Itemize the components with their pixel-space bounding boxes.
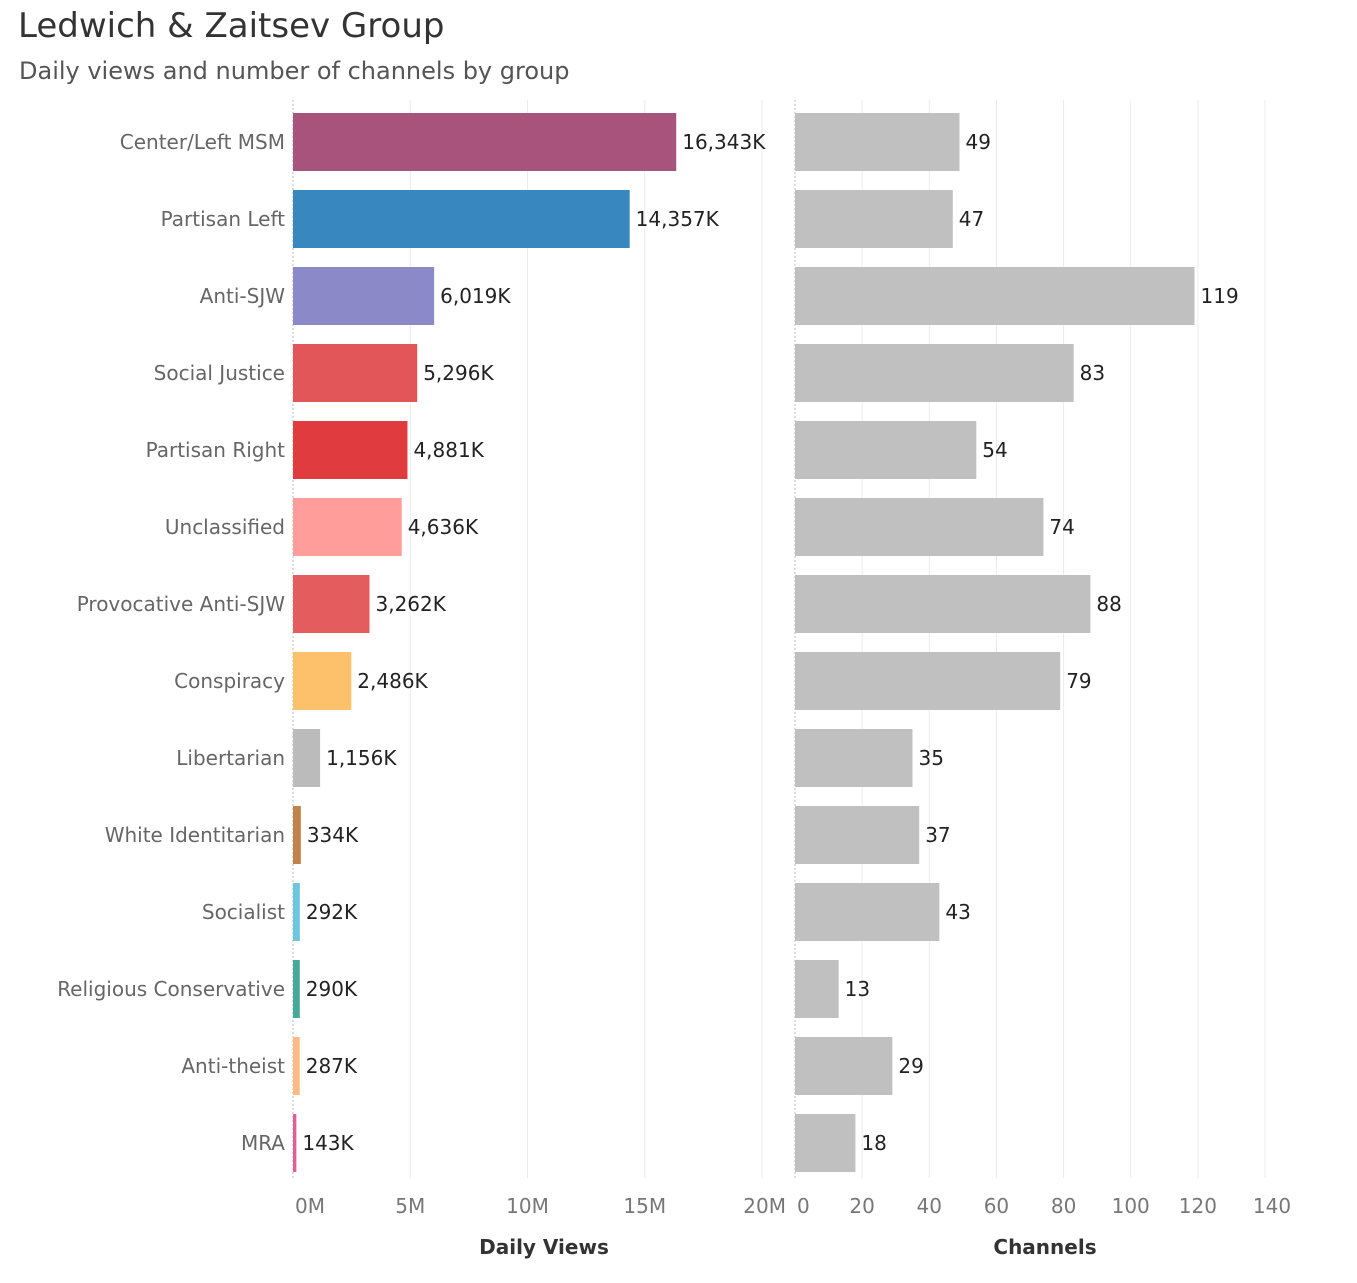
views-value-label: 334K	[307, 823, 359, 847]
views-tick-label: 5M	[395, 1194, 425, 1218]
views-bar	[293, 652, 352, 710]
category-label: Anti-theist	[181, 1054, 285, 1078]
category-label: Partisan Right	[146, 438, 286, 462]
views-tick-label: 20M	[743, 1194, 786, 1218]
views-tick-label: 0M	[295, 1194, 325, 1218]
views-value-label: 290K	[306, 977, 358, 1001]
channels-value-label: 119	[1201, 284, 1239, 308]
channels-tick-label: 80	[1051, 1194, 1076, 1218]
channels-value-label: 47	[959, 207, 984, 231]
views-bar	[293, 344, 418, 402]
channels-value-label: 79	[1066, 669, 1091, 693]
category-label: Socialist	[202, 900, 285, 924]
views-value-label: 6,019K	[440, 284, 511, 308]
category-label: MRA	[241, 1131, 285, 1155]
channels-value-label: 83	[1080, 361, 1105, 385]
channels-bar	[795, 575, 1091, 633]
category-label: Partisan Left	[161, 207, 286, 231]
channels-bar	[795, 1114, 856, 1172]
views-axis-title: Daily Views	[479, 1235, 609, 1259]
views-value-label: 287K	[306, 1054, 358, 1078]
views-value-label: 2,486K	[357, 669, 428, 693]
views-bar	[293, 883, 300, 941]
channels-bar	[795, 421, 977, 479]
channels-value-label: 13	[845, 977, 870, 1001]
labels: 0M 5M 10M 15M 20M 16,343K 14,357K 6,019K 5,296K 4…	[57, 130, 1291, 1218]
channels-axis-title: Channels	[993, 1235, 1096, 1259]
views-bar	[293, 1037, 300, 1095]
category-label: Social Justice	[154, 361, 285, 385]
category-label: Center/Left MSM	[120, 130, 285, 154]
channels-bar	[795, 883, 940, 941]
category-label: Anti-SJW	[200, 284, 286, 308]
channels-tick-label: 20	[849, 1194, 874, 1218]
channels-tick-label: 140	[1253, 1194, 1291, 1218]
channels-value-label: 35	[919, 746, 944, 770]
views-value-label: 4,636K	[408, 515, 479, 539]
channels-bar	[795, 113, 960, 171]
channels-bar	[795, 1037, 893, 1095]
category-label: White Identitarian	[105, 823, 285, 847]
views-bar	[293, 421, 408, 479]
views-value-label: 16,343K	[682, 130, 766, 154]
views-bar	[293, 113, 677, 171]
category-label: Provocative Anti-SJW	[77, 592, 286, 616]
category-label: Libertarian	[176, 746, 285, 770]
channels-bar	[795, 498, 1044, 556]
channels-value-label: 49	[966, 130, 991, 154]
channels-value-label: 74	[1049, 515, 1074, 539]
views-tick-label: 10M	[506, 1194, 549, 1218]
channels-value-label: 29	[898, 1054, 923, 1078]
views-bar	[293, 498, 402, 556]
views-value-label: 5,296K	[423, 361, 494, 385]
category-label: Unclassified	[165, 515, 285, 539]
chart-title: Ledwich & Zaitsev Group	[18, 6, 445, 46]
views-bar	[293, 806, 301, 864]
channels-tick-label: 40	[917, 1194, 942, 1218]
views-bar	[293, 1114, 297, 1172]
channels-bar	[795, 729, 913, 787]
views-bar	[293, 575, 370, 633]
channels-bar	[795, 806, 920, 864]
channels-tick-label: 0	[797, 1194, 810, 1218]
views-value-label: 1,156K	[326, 746, 397, 770]
channels-value-label: 18	[861, 1131, 886, 1155]
channels-bar	[795, 267, 1195, 325]
channels-value-label: 37	[925, 823, 950, 847]
views-value-label: 4,881K	[413, 438, 484, 462]
category-label: Conspiracy	[174, 669, 285, 693]
channels-value-label: 88	[1096, 592, 1121, 616]
channels-value-label: 54	[982, 438, 1007, 462]
bars	[293, 113, 1195, 1172]
channels-tick-label: 120	[1179, 1194, 1217, 1218]
views-value-label: 143K	[302, 1131, 354, 1155]
channels-bar	[795, 190, 953, 248]
views-bar	[293, 729, 321, 787]
views-bar	[293, 190, 630, 248]
views-bar	[293, 960, 300, 1018]
channels-bar	[795, 344, 1074, 402]
views-bar	[293, 267, 435, 325]
views-tick-label: 15M	[623, 1194, 666, 1218]
views-value-label: 3,262K	[375, 592, 446, 616]
channels-bar	[795, 652, 1061, 710]
grid-lines	[292, 100, 1266, 1178]
views-value-label: 14,357K	[636, 207, 720, 231]
channels-value-label: 43	[945, 900, 970, 924]
channels-tick-label: 100	[1112, 1194, 1150, 1218]
channels-tick-label: 60	[984, 1194, 1009, 1218]
channels-bar	[795, 960, 839, 1018]
category-label: Religious Conservative	[57, 977, 285, 1001]
chart-subtitle: Daily views and number of channels by gr…	[19, 57, 570, 85]
views-value-label: 292K	[306, 900, 358, 924]
